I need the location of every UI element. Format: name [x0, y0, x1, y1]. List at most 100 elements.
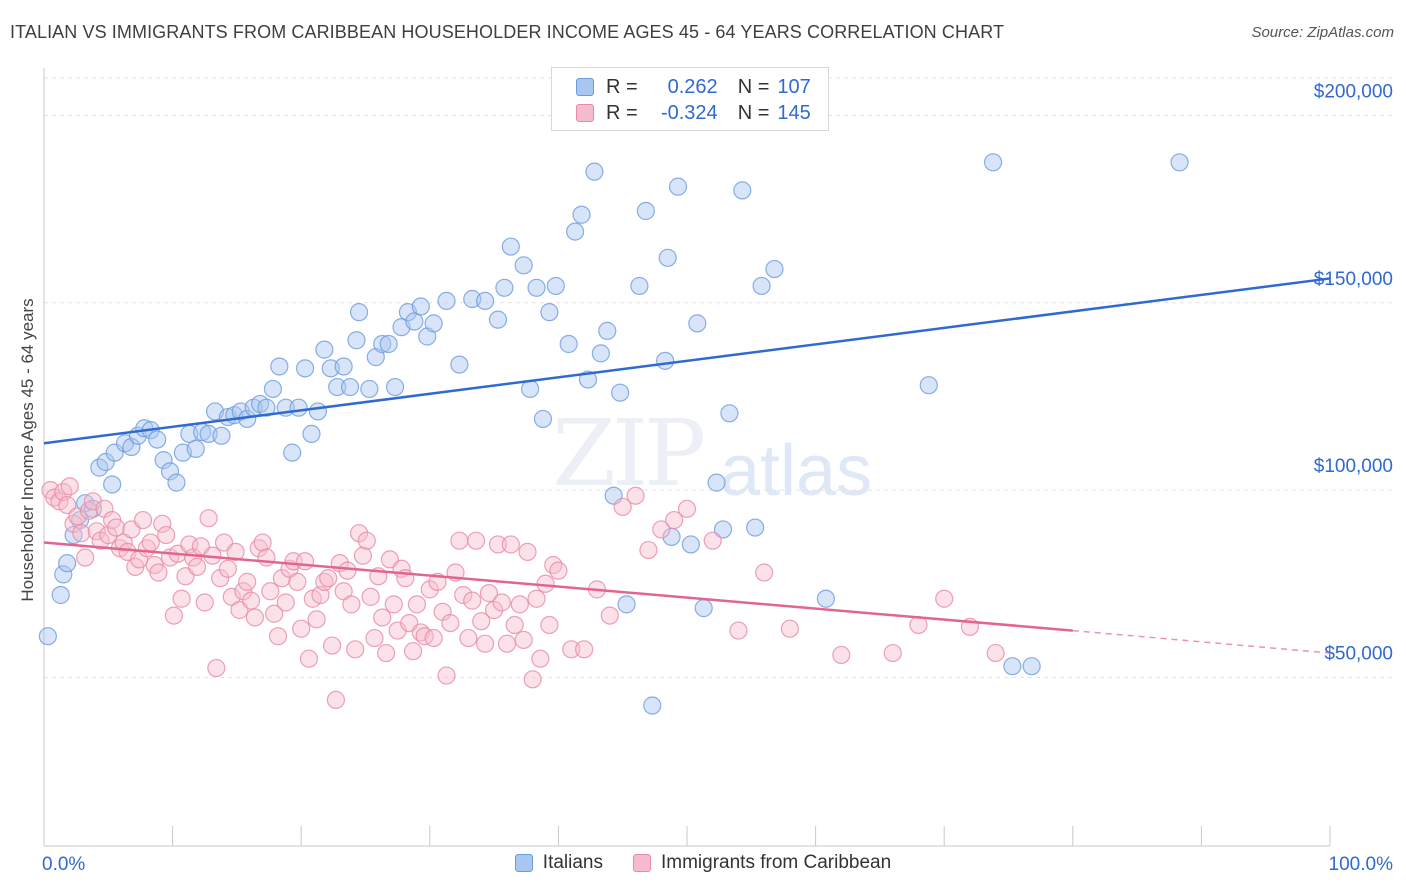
caribbean-point [319, 569, 338, 588]
caribbean-point [518, 542, 537, 562]
caribbean-point [276, 593, 295, 612]
y-tick-label: $50,000 [1324, 643, 1393, 664]
caribbean-point [238, 572, 257, 591]
italians-point [186, 439, 205, 458]
caribbean-point [199, 509, 218, 528]
caribbean-point [211, 569, 230, 588]
italians-point [501, 237, 520, 256]
italians-point [733, 181, 752, 200]
caribbean-point [172, 589, 191, 608]
italians-trend-line [43, 277, 1331, 445]
caribbean-point [626, 486, 645, 505]
caribbean-trend-line [43, 541, 1073, 632]
caribbean-point [479, 584, 499, 603]
caribbean-point [514, 630, 533, 650]
italians-point [257, 398, 276, 417]
italians-point [533, 409, 553, 429]
caribbean-point [384, 595, 403, 614]
caribbean-point [531, 649, 550, 668]
caribbean-point [652, 520, 671, 539]
caribbean-point [373, 608, 392, 627]
italians-point [405, 312, 424, 331]
caribbean-point [544, 555, 563, 575]
italians-point [713, 520, 733, 539]
italians-point [148, 430, 167, 449]
italians-point [1003, 657, 1022, 676]
caribbean-point [424, 628, 443, 648]
x-tick-label: 100.0% [1329, 854, 1394, 875]
italians-point [283, 443, 302, 462]
watermark-atlas: atlas [720, 431, 873, 511]
italians-point [411, 297, 430, 316]
caribbean-point [133, 510, 153, 530]
caribbean-point [729, 621, 748, 640]
italians-point [379, 334, 398, 354]
italians-point [263, 379, 283, 399]
italians-point [540, 303, 559, 322]
caribbean-point [346, 640, 365, 659]
caribbean-point [497, 634, 517, 653]
caribbean-point [257, 548, 276, 567]
legend-item-caribbean[interactable]: Immigrants from Caribbean [633, 852, 891, 874]
italians-point [38, 627, 57, 646]
chart-title: ITALIAN VS IMMIGRANTS FROM CARIBBEAN HOU… [10, 22, 1005, 42]
caribbean-point [639, 540, 658, 560]
italians-point [347, 331, 366, 350]
italians-point [752, 276, 771, 296]
caribbean-point [338, 561, 357, 580]
italians-point [720, 404, 739, 423]
r-value: -0.324 [660, 101, 718, 124]
caribbean-point [99, 525, 118, 545]
italians-point [340, 377, 360, 397]
italians-point [643, 696, 662, 715]
italians-point [122, 437, 141, 457]
caribbean-point [463, 591, 482, 610]
caribbean-point [755, 563, 774, 582]
italians-point [437, 291, 456, 311]
italians-point [919, 376, 938, 395]
caribbean-point [883, 643, 902, 663]
italians-point [58, 554, 77, 573]
caribbean-point [349, 524, 369, 543]
r-value: 0.262 [667, 75, 718, 98]
italians-swatch [576, 78, 594, 96]
italians-point [167, 473, 186, 492]
italians-point [983, 153, 1003, 172]
italians-point [51, 585, 70, 605]
italians-point [765, 259, 784, 279]
caribbean-point [780, 619, 799, 638]
italians-point [385, 377, 405, 397]
caribbean-point [106, 518, 126, 537]
italians-point [656, 351, 675, 370]
caribbean-point [187, 557, 207, 576]
caribbean-point [600, 606, 619, 625]
caribbean-point [403, 642, 423, 661]
italians-point [334, 357, 353, 376]
legend-label-italians: Italians [542, 852, 603, 873]
caribbean-point [365, 628, 384, 648]
stats-row-italians: R = 0.262 N = 107 [576, 75, 811, 99]
caribbean-point [307, 610, 326, 629]
caribbean-point [295, 552, 315, 571]
caribbean-point [466, 531, 486, 550]
caribbean-point [361, 587, 380, 606]
italians-point [572, 205, 591, 224]
italians-point [816, 589, 835, 608]
legend-item-italians[interactable]: Italians [514, 852, 603, 874]
italians-point [617, 595, 636, 614]
n-label: N = [737, 101, 770, 124]
legend-swatch-italians [514, 854, 533, 872]
italians-point [212, 426, 231, 445]
italians-point [514, 256, 533, 275]
caribbean-point [575, 640, 594, 659]
caribbean-point [79, 501, 99, 520]
n-label: N = [737, 75, 770, 98]
italians-point [688, 314, 707, 333]
caribbean-point [234, 582, 253, 601]
caribbean-point [322, 636, 342, 655]
caribbean-point [501, 535, 520, 554]
italians-point [315, 340, 334, 359]
caribbean-point [60, 477, 79, 496]
italians-point [681, 535, 700, 554]
